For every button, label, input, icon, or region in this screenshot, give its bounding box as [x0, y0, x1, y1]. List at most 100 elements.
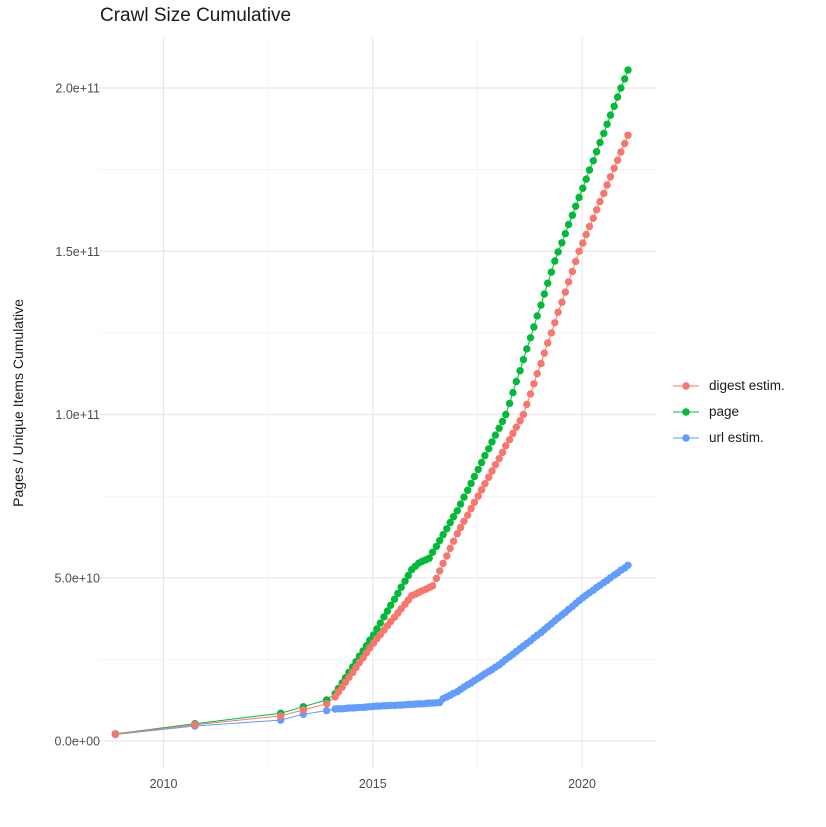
data-point: [585, 166, 594, 174]
data-point: [485, 445, 493, 453]
data-point: [561, 288, 569, 296]
data-point: [464, 486, 472, 494]
data-point: [575, 193, 583, 202]
data-point: [404, 571, 412, 580]
data-point: [516, 417, 524, 425]
data-point: [394, 589, 402, 598]
data-point: [558, 239, 566, 247]
data-point: [596, 138, 604, 147]
data-point: [443, 552, 451, 560]
data-point: [512, 423, 520, 431]
data-point: [540, 349, 548, 357]
legend-entry-digest-estim-: digest estim.: [672, 378, 785, 393]
data-point: [572, 202, 580, 210]
data-point: [439, 559, 447, 568]
data-point: [485, 473, 493, 481]
data-point: [596, 197, 604, 206]
y-tick-label: 1.5e+11: [55, 245, 100, 259]
series-page: [111, 66, 632, 738]
data-point: [551, 319, 559, 327]
data-point: [505, 435, 514, 444]
data-point: [436, 536, 444, 545]
data-point: [495, 424, 503, 432]
data-point: [387, 601, 395, 609]
data-point: [380, 613, 388, 621]
data-point: [530, 380, 538, 388]
data-point: [443, 525, 451, 533]
data-point: [453, 507, 461, 515]
data-point: [299, 706, 307, 714]
data-point: [449, 537, 458, 545]
series-digest-estim-: [111, 131, 632, 738]
data-point: [558, 298, 566, 306]
data-point: [436, 567, 444, 575]
y-tick-label: 1.0e+11: [55, 408, 100, 422]
data-point: [481, 451, 489, 460]
data-point: [470, 472, 479, 481]
data-point: [373, 625, 381, 633]
y-axis-title: Pages / Unique Items Cumulative: [10, 299, 26, 507]
data-point: [481, 480, 489, 488]
data-point: [572, 257, 580, 266]
data-point: [428, 582, 437, 590]
data-point: [277, 712, 285, 720]
data-point: [610, 102, 618, 111]
data-point: [401, 577, 409, 585]
legend-label: page: [709, 404, 740, 419]
data-point: [460, 493, 468, 501]
x-tick-label: 2010: [150, 777, 178, 791]
data-point: [624, 561, 632, 569]
data-point: [432, 542, 441, 551]
data-point: [491, 431, 500, 439]
data-point: [509, 429, 517, 438]
data-point: [498, 448, 507, 457]
data-point: [523, 400, 531, 409]
data-point: [561, 229, 569, 238]
data-point: [491, 461, 500, 469]
data-point: [390, 595, 399, 603]
data-point: [449, 513, 458, 521]
data-point: [582, 175, 590, 183]
legend-label: url estim.: [709, 430, 764, 445]
data-point: [621, 75, 629, 83]
data-point: [453, 530, 461, 538]
y-tick-label: 0.0e+00: [54, 735, 100, 749]
data-point: [470, 498, 479, 506]
data-point: [516, 367, 524, 375]
data-point: [537, 359, 545, 368]
data-point: [428, 548, 437, 556]
data-point: [564, 220, 573, 229]
data-point: [544, 279, 552, 287]
data-point: [533, 312, 541, 320]
data-point: [505, 399, 514, 408]
data-point: [509, 388, 517, 397]
data-point: [600, 189, 608, 198]
data-point: [537, 301, 545, 309]
legend-key-icon: [673, 407, 699, 416]
data-point: [564, 278, 573, 286]
data-point: [579, 239, 587, 247]
data-point: [589, 157, 597, 165]
data-point: [425, 554, 433, 562]
data-point: [526, 390, 535, 398]
data-point: [526, 334, 535, 342]
data-point: [575, 247, 583, 255]
data-point: [554, 308, 562, 316]
data-point: [456, 523, 465, 532]
data-point: [488, 467, 496, 475]
legend-key-icon: [673, 381, 699, 390]
data-point: [540, 290, 548, 298]
data-point: [606, 173, 615, 181]
data-point: [600, 129, 608, 138]
data-point: [547, 268, 556, 276]
data-point: [467, 504, 475, 513]
data-point: [613, 93, 622, 101]
data-point: [467, 479, 475, 488]
data-point: [397, 583, 405, 591]
data-point: [592, 206, 601, 214]
y-tick-label: 2.0e+11: [55, 82, 100, 96]
data-point: [191, 721, 199, 729]
y-tick-label: 5.0e+10: [54, 571, 100, 585]
